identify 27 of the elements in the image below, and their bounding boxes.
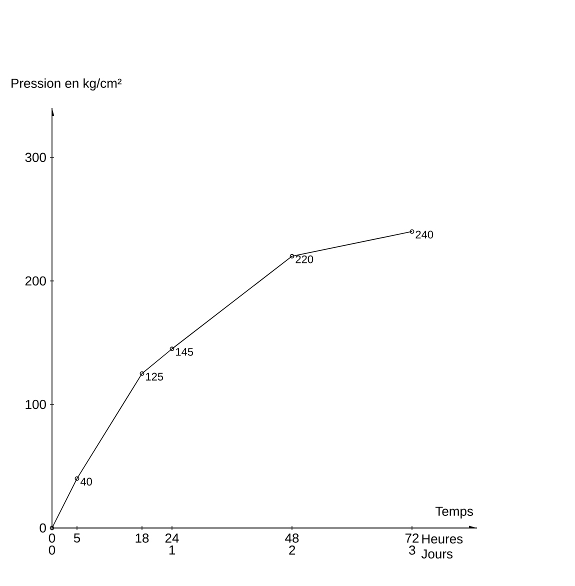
x-tick-label: 24 — [165, 534, 179, 543]
text: Heures — [422, 534, 463, 544]
x-tick-label: 72 — [405, 534, 419, 543]
point — [290, 254, 294, 258]
text: Jours — [421, 549, 453, 559]
x-tick-label: 48 — [285, 534, 299, 543]
data-label: 240 — [416, 230, 434, 239]
x-axis-title: Temps — [435, 506, 474, 518]
x-tick-label: 5 — [74, 534, 80, 543]
x-tick-label: 0 — [48, 534, 56, 543]
y-axis-title: Pression en kg/cm² — [12, 78, 122, 90]
point — [74, 476, 80, 481]
x2-tick-label: 2 — [289, 546, 296, 555]
x2-tick-label: 1 — [169, 546, 176, 554]
point — [140, 371, 144, 376]
data-label: 125 — [146, 372, 164, 381]
y-tick-label: 0 — [40, 523, 46, 533]
y-tick-label: 300 — [25, 152, 46, 162]
data-label: 220 — [296, 255, 314, 264]
y-tick-label: 200 — [25, 276, 46, 286]
x2-tick-label: 3 — [409, 546, 416, 555]
x-tick-label: 18 — [136, 534, 149, 543]
data-label: 145 — [176, 348, 194, 356]
data-label: 40 — [80, 478, 92, 486]
point — [170, 346, 174, 352]
x2-tick-label: 0 — [48, 546, 56, 555]
y-tick-label: 100 — [26, 400, 46, 410]
